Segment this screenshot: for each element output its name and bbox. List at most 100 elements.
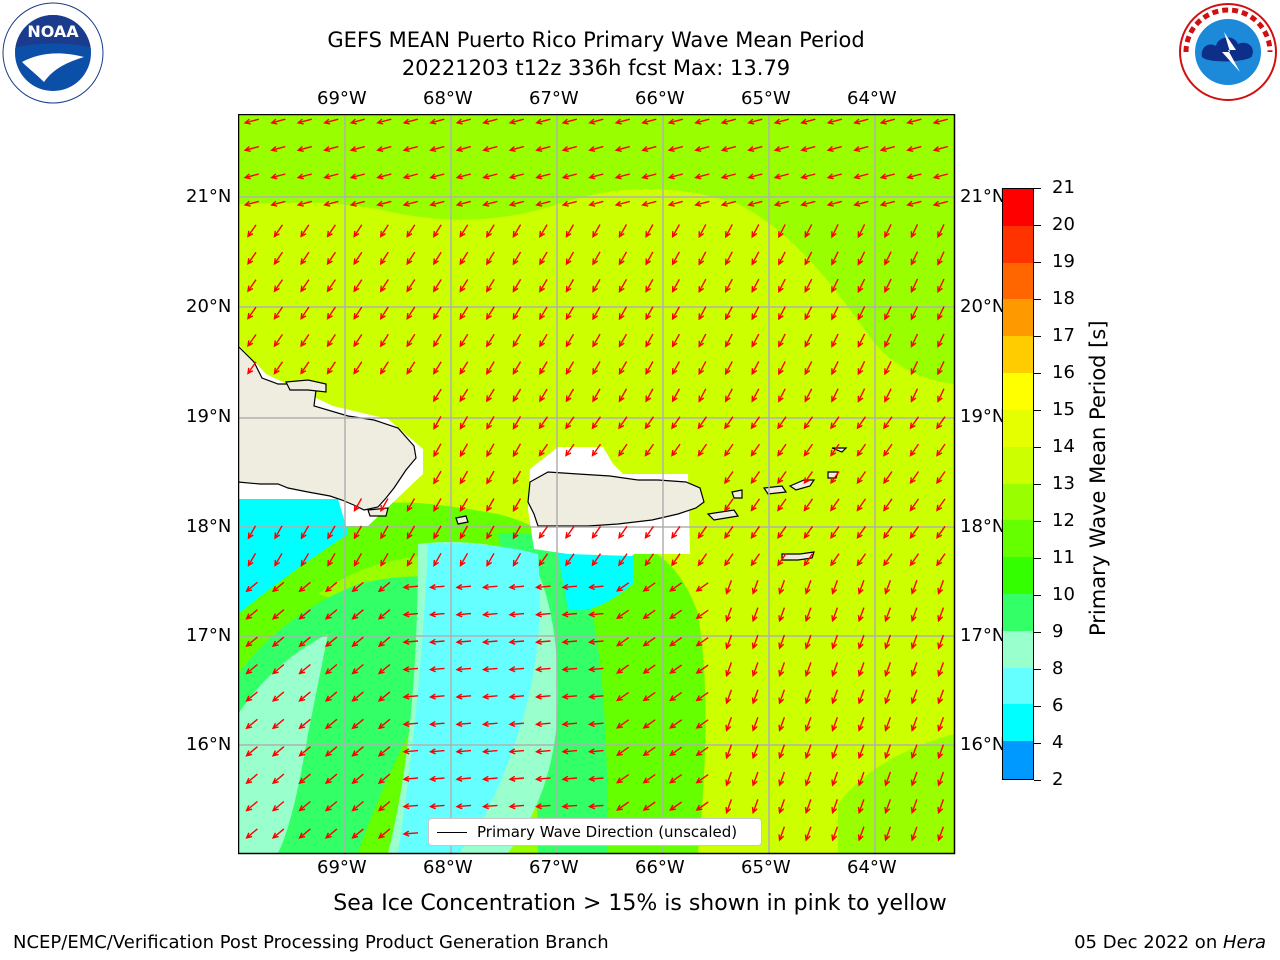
wave-direction-arrow <box>379 306 389 321</box>
wave-direction-arrow <box>751 224 760 239</box>
wave-direction-arrow <box>616 801 630 811</box>
wave-direction-arrow <box>932 200 948 207</box>
wave-direction-arrow <box>826 200 842 207</box>
colorbar-tick-mark <box>1034 225 1041 226</box>
wave-direction-arrow <box>591 416 602 430</box>
legend-line-swatch <box>437 832 467 833</box>
colorbar-cell <box>1003 336 1033 374</box>
wave-direction-arrow <box>300 279 310 293</box>
lat-tick-left-18n: 18°N <box>186 516 232 537</box>
wave-direction-arrow <box>697 553 708 567</box>
colorbar-cell <box>1003 373 1033 411</box>
wave-direction-arrow <box>508 775 525 782</box>
wave-direction-arrow <box>884 662 892 678</box>
wave-direction-arrow <box>803 471 814 485</box>
colorbar-tick-label: 19 <box>1052 251 1075 272</box>
wave-direction-arrow <box>751 716 759 732</box>
colorbar-tick-label: 16 <box>1052 362 1075 383</box>
wave-direction-arrow <box>644 416 655 430</box>
wave-direction-arrow <box>326 279 336 293</box>
wave-direction-arrow <box>831 223 839 239</box>
wave-direction-arrow <box>725 771 733 787</box>
wave-direction-arrow <box>380 552 389 567</box>
wave-direction-arrow <box>879 145 895 152</box>
wave-direction-arrow <box>910 333 919 348</box>
wave-direction-arrow <box>804 771 812 787</box>
colorbar-tick-mark <box>1034 373 1041 374</box>
wave-direction-arrow <box>826 173 842 180</box>
wave-direction-arrow <box>402 200 418 207</box>
wave-direction-arrow <box>671 224 681 239</box>
field-9-10s <box>238 634 328 853</box>
wave-direction-arrow <box>856 498 867 512</box>
colorbar-cell <box>1003 262 1033 301</box>
wave-direction-arrow <box>671 251 681 266</box>
wave-direction-arrow <box>432 388 442 403</box>
wave-direction-arrow <box>402 666 419 673</box>
wave-direction-arrow <box>667 173 683 180</box>
colorbar-tick-label: 10 <box>1052 584 1075 605</box>
lat-tick-left-21n: 21°N <box>186 186 232 207</box>
wave-direction-arrow <box>645 224 654 239</box>
colorbar-tick-label: 2 <box>1052 769 1064 790</box>
lat-tick-right-18n: 18°N <box>960 516 1006 537</box>
colorbar-tick-mark <box>1034 743 1041 744</box>
wave-direction-arrow <box>618 443 628 457</box>
wave-direction-arrow <box>379 361 389 375</box>
wave-direction-arrow <box>804 716 812 732</box>
wave-direction-arrow <box>936 443 946 457</box>
wave-direction-arrow <box>486 443 495 458</box>
wave-direction-arrow <box>300 334 310 348</box>
wave-direction-arrow <box>614 200 630 207</box>
wave-direction-arrow <box>642 582 656 592</box>
wave-direction-arrow <box>698 306 707 321</box>
wave-direction-arrow <box>535 118 551 125</box>
wave-direction-arrow <box>804 224 813 239</box>
wave-direction-arrow <box>932 173 948 180</box>
wave-direction-arrow <box>642 637 656 647</box>
wave-direction-arrow <box>512 415 522 430</box>
field-12-13s-southeast <box>838 734 954 853</box>
wave-direction-arrow <box>642 719 656 729</box>
wave-direction-arrow <box>508 720 525 728</box>
wave-direction-arrow <box>884 607 892 623</box>
wave-direction-arrow <box>243 173 259 180</box>
wave-direction-arrow <box>587 583 604 591</box>
wave-direction-arrow <box>856 553 867 567</box>
wave-direction-arrow <box>535 173 551 180</box>
wave-direction-arrow <box>857 223 866 239</box>
colorbar-tick-label: 21 <box>1052 177 1075 198</box>
wave-direction-arrow <box>538 416 549 430</box>
wave-direction-arrow <box>642 691 656 702</box>
wave-direction-arrow <box>481 666 498 673</box>
wave-direction-arrow <box>298 581 311 593</box>
wave-direction-arrow <box>324 691 338 702</box>
colorbar-tick-mark <box>1034 447 1041 448</box>
wave-direction-arrow <box>271 718 285 730</box>
wave-direction-arrow <box>247 334 257 348</box>
wave-direction-arrow <box>512 525 522 540</box>
wave-direction-arrow <box>353 552 363 567</box>
wave-direction-arrow <box>879 173 895 180</box>
wave-direction-arrow <box>432 224 442 238</box>
wave-direction-arrow <box>804 607 812 623</box>
wave-direction-arrow <box>270 145 286 152</box>
wave-direction-arrow <box>324 663 338 675</box>
noaa-logo: NOAA <box>2 2 104 104</box>
wave-direction-arrow <box>481 693 498 700</box>
wave-direction-arrow <box>459 388 469 403</box>
wave-direction-arrow <box>247 361 257 375</box>
colorbar-tick-mark <box>1034 780 1041 781</box>
wave-direction-arrow <box>534 803 551 810</box>
wave-direction-arrow <box>565 525 575 539</box>
wave-direction-arrow <box>273 361 284 375</box>
wave-direction-arrow <box>298 663 311 675</box>
wave-direction-arrow <box>592 251 601 266</box>
colorbar-tick-mark <box>1034 484 1041 485</box>
wave-direction-arrow <box>695 609 709 620</box>
wave-direction-arrow <box>485 224 495 238</box>
wave-direction-arrow <box>512 498 522 513</box>
wave-direction-arrow <box>906 145 922 152</box>
wave-direction-arrow <box>750 525 761 539</box>
wave-direction-arrow <box>804 361 813 376</box>
